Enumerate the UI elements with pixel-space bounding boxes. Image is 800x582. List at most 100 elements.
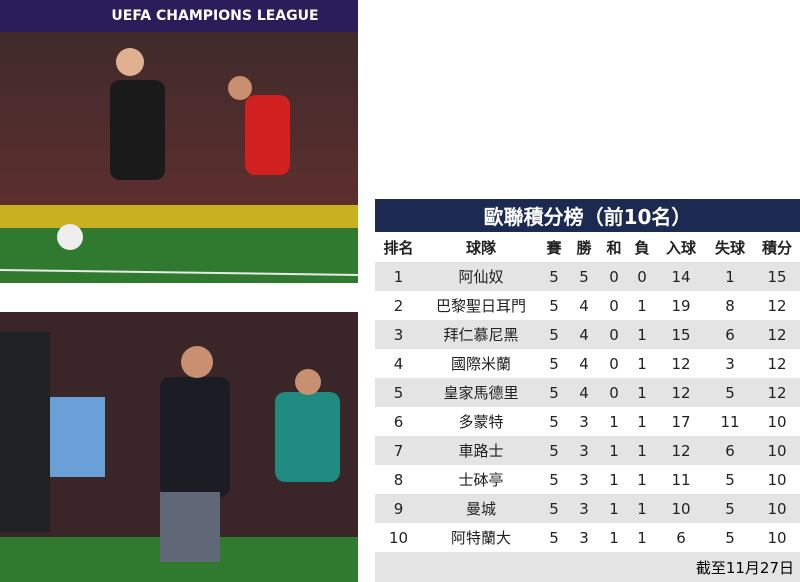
cell: 5: [549, 325, 559, 344]
cell: 0: [609, 354, 619, 373]
cell: 1: [609, 470, 619, 489]
cell: 1: [637, 441, 647, 460]
cell: 1: [637, 296, 647, 315]
standings-table: 歐聯積分榜（前10名） 排名 球隊賽勝和負入球 失球 積分 1 阿仙奴 5 5 0 0 14 1 15 2…: [375, 199, 800, 582]
cell: 5: [725, 528, 735, 547]
cell: 4: [579, 325, 589, 344]
cell: 3: [579, 470, 589, 489]
cell: 10: [767, 441, 787, 460]
cell: 12: [767, 325, 787, 344]
footnote: 截至11月27日: [375, 552, 800, 582]
cell: 0: [609, 267, 619, 286]
cell: 0: [609, 383, 619, 402]
cell: 曼城: [465, 500, 496, 518]
cell: 多蒙特: [458, 413, 504, 431]
cell: 6: [725, 325, 735, 344]
cell: 1: [393, 267, 404, 286]
cell: 9: [393, 499, 404, 518]
table-row: 2 巴黎聖日耳門 5 4 0 1 19 8 12: [375, 291, 800, 320]
table-row: 6 多蒙特 5 3 1 1 17 11 10: [375, 407, 800, 436]
cell: 3: [393, 325, 404, 344]
cell: 4: [579, 296, 589, 315]
table-row: 7 車路士 5 3 1 1 12 6 10: [375, 436, 800, 465]
cell: 5: [579, 267, 589, 286]
cell: 拜仁慕尼黑: [443, 326, 519, 344]
banner-text: UEFA CHAMPIONS LEAGUE: [111, 8, 318, 24]
cell: 12: [767, 354, 787, 373]
cell: 6: [676, 528, 686, 547]
cell: 2: [393, 296, 404, 315]
table-row: 8 士砵亭 5 3 1 1 11 5 10: [375, 465, 800, 494]
cell: 車路士: [458, 442, 504, 460]
header-row: 排名 球隊 賽勝和負入球 失球 積分: [375, 232, 800, 262]
cell: 14: [671, 267, 691, 286]
cell: 4: [579, 354, 589, 373]
cell: 15: [767, 267, 787, 286]
photo-coach: [0, 312, 358, 582]
cell: 和: [606, 238, 622, 257]
cell: 1: [609, 499, 619, 518]
cell: 3: [579, 441, 589, 460]
cell: 1: [725, 267, 735, 286]
cell: 8: [393, 470, 404, 489]
cell: 士砵亭: [458, 471, 504, 489]
cell: 失球: [714, 238, 745, 257]
cell: 巴黎聖日耳門: [435, 297, 526, 315]
cell: 1: [609, 528, 619, 547]
cell: 10: [767, 499, 787, 518]
cell: 12: [671, 383, 691, 402]
cell: 15: [671, 325, 691, 344]
cell: 12: [671, 354, 691, 373]
cell: 阿仙奴: [458, 268, 504, 286]
photo-match: UEFA CHAMPIONS LEAGUE: [0, 0, 358, 283]
cell: 5: [549, 296, 559, 315]
cell: 5: [393, 383, 404, 402]
cell: 球隊: [465, 238, 496, 257]
table-row: 9 曼城 5 3 1 1 10 5 10: [375, 494, 800, 523]
table-row: 10 阿特蘭大 5 3 1 1 6 5 10: [375, 523, 800, 552]
cell: 7: [393, 441, 404, 460]
cell: 10: [767, 412, 787, 431]
cell: 10: [767, 528, 787, 547]
table-row: 3 拜仁慕尼黑 5 4 0 1 15 6 12: [375, 320, 800, 349]
cell: 5: [549, 499, 559, 518]
cell: 1: [637, 325, 647, 344]
cell: 負: [634, 238, 650, 257]
cell: 3: [725, 354, 735, 373]
cell: 5: [725, 499, 735, 518]
cell: 3: [579, 412, 589, 431]
cell: 皇家馬德里: [443, 384, 519, 402]
table-row: 5 皇家馬德里 5 4 0 1 12 5 12: [375, 378, 800, 407]
cell: 8: [725, 296, 735, 315]
cell: 入球: [665, 238, 696, 257]
cell: 5: [549, 267, 559, 286]
cell: 12: [767, 383, 787, 402]
cell: 5: [549, 383, 559, 402]
cell: 積分: [761, 238, 792, 257]
cell: 0: [609, 296, 619, 315]
cell: 1: [637, 412, 647, 431]
cell: 10: [767, 470, 787, 489]
cell: 6: [725, 441, 735, 460]
cell: 5: [549, 441, 559, 460]
cell: 12: [767, 296, 787, 315]
cell: 11: [671, 470, 691, 489]
cell: 11: [720, 412, 740, 431]
cell: 4: [393, 354, 404, 373]
cell: 5: [725, 383, 735, 402]
cell: 5: [725, 470, 735, 489]
cell: 1: [637, 470, 647, 489]
cell: 5: [549, 412, 559, 431]
cell: 5: [549, 354, 559, 373]
cell: 國際米蘭: [450, 355, 511, 373]
cell: 3: [579, 499, 589, 518]
table-row: 1 阿仙奴 5 5 0 0 14 1 15: [375, 262, 800, 291]
cell: 賽: [546, 238, 562, 257]
cell: 5: [549, 470, 559, 489]
cell: 17: [671, 412, 691, 431]
cell: 10: [388, 528, 409, 547]
cell: 1: [637, 528, 647, 547]
cell: 0: [609, 325, 619, 344]
cell: 5: [549, 528, 559, 547]
